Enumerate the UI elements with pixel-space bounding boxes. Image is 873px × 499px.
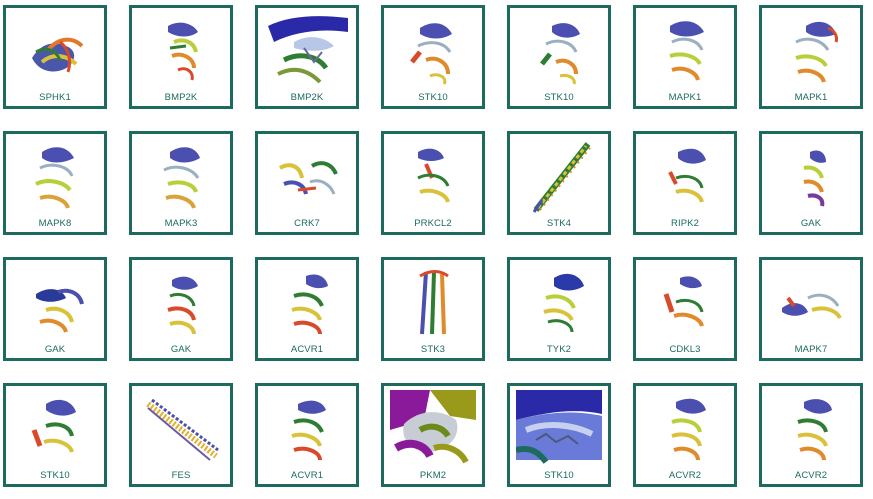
kinase-structure-icon — [642, 138, 728, 216]
gallery-tile[interactable]: STK3 — [381, 257, 485, 361]
tile-label: BMP2K — [164, 92, 198, 103]
kinase-structure-icon — [642, 264, 728, 342]
tile-label: CDKL3 — [669, 344, 701, 355]
gallery-tile[interactable]: STK10 — [507, 383, 611, 487]
gallery-tile[interactable]: BMP2K — [255, 5, 359, 109]
mixed-structure-icon — [12, 12, 98, 90]
coiled-coil-structure-icon — [390, 264, 476, 342]
tile-label: STK10 — [418, 92, 448, 103]
tile-label: GAK — [800, 218, 822, 229]
closeup-ribbon-icon — [264, 12, 350, 90]
gallery-tile[interactable]: SPHK1 — [3, 5, 107, 109]
gallery-tile[interactable]: CDKL3 — [633, 257, 737, 361]
gallery-tile[interactable]: PRKCL2 — [381, 131, 485, 235]
tile-label: STK10 — [40, 470, 70, 481]
kinase-structure-icon — [264, 390, 350, 468]
gallery-tile[interactable]: STK10 — [381, 5, 485, 109]
tile-label: MAPK1 — [794, 92, 828, 103]
fibril-structure-icon — [138, 390, 224, 468]
tile-label: SPHK1 — [39, 92, 71, 103]
kinase-structure-icon — [390, 138, 476, 216]
kinase-structure-icon — [390, 12, 476, 90]
gallery-tile[interactable]: GAK — [759, 131, 863, 235]
gallery-tile[interactable]: MAPK8 — [3, 131, 107, 235]
kinase-structure-icon — [12, 264, 98, 342]
gallery-tile[interactable]: MAPK1 — [633, 5, 737, 109]
tile-label: ACVR1 — [290, 470, 324, 481]
tile-label: STK4 — [546, 218, 572, 229]
gallery-tile[interactable]: STK10 — [507, 5, 611, 109]
gallery-tile[interactable]: CRK7 — [255, 131, 359, 235]
kinase-structure-icon — [516, 264, 602, 342]
kinase-structure-icon — [768, 12, 854, 90]
kinase-structure-icon — [516, 12, 602, 90]
kinase-structure-icon — [642, 390, 728, 468]
gallery-tile[interactable]: ACVR2 — [759, 383, 863, 487]
gallery-tile[interactable]: PKM2 — [381, 383, 485, 487]
surface-closeup-icon — [390, 390, 476, 468]
tile-label: RIPK2 — [671, 218, 699, 229]
tile-label: MAPK7 — [794, 344, 828, 355]
gallery-tile[interactable]: BMP2K — [129, 5, 233, 109]
gallery-tile[interactable]: MAPK7 — [759, 257, 863, 361]
tile-label: GAK — [170, 344, 192, 355]
gallery-tile[interactable]: MAPK1 — [759, 5, 863, 109]
gallery-tile[interactable]: ACVR1 — [255, 383, 359, 487]
tile-label: ACVR1 — [290, 344, 324, 355]
gallery-tile[interactable]: MAPK3 — [129, 131, 233, 235]
gallery-tile[interactable]: STK10 — [3, 383, 107, 487]
tile-label: STK10 — [544, 92, 574, 103]
helix-structure-icon — [516, 138, 602, 216]
tile-label: TYK2 — [546, 344, 572, 355]
gallery-tile[interactable]: ACVR2 — [633, 383, 737, 487]
surface-closeup-icon — [516, 390, 602, 468]
kinase-structure-icon — [768, 138, 854, 216]
gallery-tile[interactable]: TYK2 — [507, 257, 611, 361]
kinase-structure-icon — [138, 12, 224, 90]
kinase-structure-icon — [138, 138, 224, 216]
tile-label: GAK — [44, 344, 66, 355]
kinase-structure-icon — [768, 390, 854, 468]
kinase-structure-icon — [768, 264, 854, 342]
tile-label: FES — [171, 470, 191, 481]
tile-label: ACVR2 — [668, 470, 702, 481]
kinase-structure-icon — [642, 12, 728, 90]
tile-label: PRKCL2 — [414, 218, 452, 229]
tile-label: MAPK3 — [164, 218, 198, 229]
tile-label: PKM2 — [419, 470, 447, 481]
gallery-tile[interactable]: FES — [129, 383, 233, 487]
gallery-tile[interactable]: ACVR1 — [255, 257, 359, 361]
gallery-tile[interactable]: RIPK2 — [633, 131, 737, 235]
kinase-structure-icon — [264, 264, 350, 342]
tile-label: STK3 — [420, 344, 446, 355]
gallery-tile[interactable]: GAK — [3, 257, 107, 361]
gallery-tile[interactable]: STK4 — [507, 131, 611, 235]
gallery-tile[interactable]: GAK — [129, 257, 233, 361]
tile-label: CRK7 — [294, 218, 320, 229]
dimer-structure-icon — [264, 138, 350, 216]
kinase-structure-icon — [12, 390, 98, 468]
tile-label: STK10 — [544, 470, 574, 481]
kinase-structure-icon — [138, 264, 224, 342]
tile-label: MAPK1 — [668, 92, 702, 103]
tile-label: MAPK8 — [38, 218, 72, 229]
tile-label: BMP2K — [290, 92, 324, 103]
kinase-structure-icon — [12, 138, 98, 216]
tile-label: ACVR2 — [794, 470, 828, 481]
